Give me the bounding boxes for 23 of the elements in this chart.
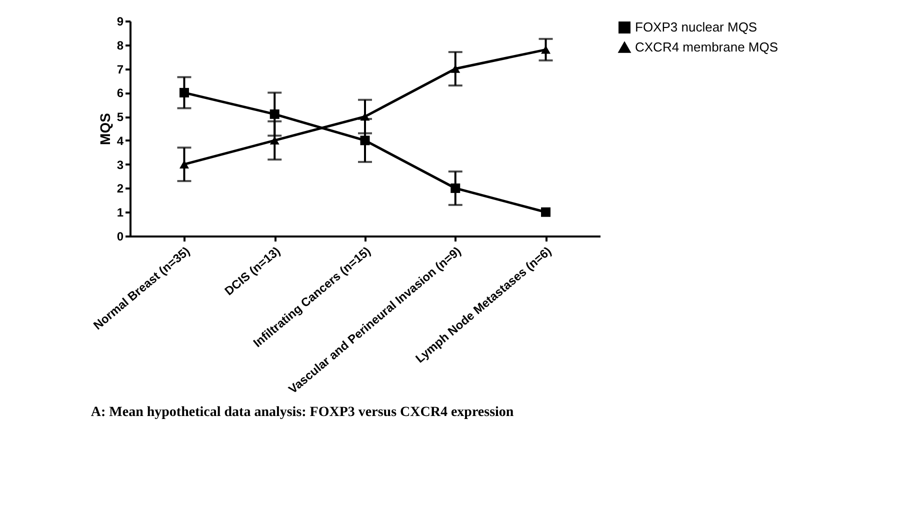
point: [541, 46, 551, 54]
text: A: Mean hypothetical data analysis: FOXP3 versus CXCR4 expression: [90, 405, 514, 420]
y-tick-label: 8: [116, 38, 124, 52]
y-tick-label: 2: [116, 182, 124, 196]
point: [541, 207, 551, 217]
point: [360, 136, 370, 146]
point: [179, 88, 189, 98]
y-tick-label: 9: [116, 14, 124, 28]
point: [179, 160, 189, 168]
y-tick-label: 5: [116, 110, 124, 124]
y-axis-title: MQS: [96, 113, 113, 145]
y-tick-label: 1: [116, 206, 124, 220]
y-tick-label: 6: [116, 86, 124, 100]
y-tick-label: 7: [116, 62, 124, 76]
point: [270, 109, 280, 119]
point: [450, 183, 460, 193]
point: [450, 64, 460, 73]
point: [270, 136, 280, 145]
y-tick-label: 4: [116, 134, 124, 148]
y-tick-label: 0: [116, 230, 124, 244]
legend-label: FOXP3 nuclear MQS: [635, 20, 758, 34]
y-tick-label: 3: [116, 158, 124, 172]
legend-label: CXCR4 membrane MQS: [635, 40, 778, 54]
